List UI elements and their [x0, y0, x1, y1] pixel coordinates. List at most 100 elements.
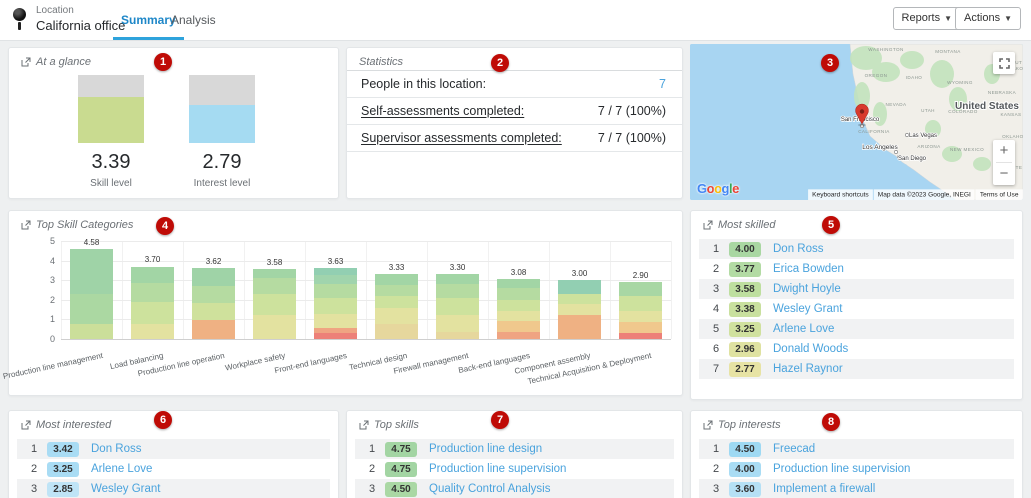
bar-segment [497, 288, 540, 300]
y-axis-tick: 1 [49, 314, 55, 325]
score-badge: 3.25 [729, 321, 761, 337]
reports-button[interactable]: Reports ▼ [892, 7, 961, 30]
item-link[interactable]: Wesley Grant [91, 483, 161, 495]
annotation-badge-7: 7 [491, 411, 509, 429]
zoom-in-button[interactable]: + [999, 142, 1009, 159]
open-panel-icon[interactable] [21, 220, 31, 230]
city-label: Los Angeles [862, 144, 898, 151]
skill-level-value: 3.39 [91, 151, 131, 173]
score-badge: 3.42 [47, 441, 79, 457]
state-label: COLORADO [948, 109, 978, 114]
stat-label-link[interactable]: Self-assessments completed: [361, 104, 525, 118]
stat-label-link[interactable]: Supervisor assessments completed: [361, 131, 562, 145]
item-link[interactable]: Freecad [773, 443, 816, 455]
bar-segment [131, 283, 174, 302]
tab-analysis[interactable]: Analysis [171, 13, 216, 27]
statistics-title: Statistics [359, 56, 403, 68]
score-badge: 3.25 [47, 461, 79, 477]
bar-value-label: 3.08 [510, 267, 527, 277]
bar-segment [314, 297, 357, 314]
gridline [244, 241, 245, 339]
list-item: 3 4.50 Quality Control Analysis [355, 479, 674, 498]
item-link[interactable]: Donald Woods [773, 343, 849, 355]
rank-number: 2 [712, 463, 720, 475]
state-label: NEBRASKA [988, 90, 1017, 95]
top-interests-panel: Top interests 1 4.50 Freecad 2 4.00 Productio… [690, 410, 1023, 498]
map-marker-pin[interactable] [855, 103, 869, 127]
item-link[interactable]: Production line supervision [429, 463, 567, 475]
state-label: KANSAS [1000, 112, 1021, 117]
open-panel-icon[interactable] [359, 420, 369, 430]
bar-segment [558, 314, 601, 339]
item-link[interactable]: Dwight Hoyle [773, 283, 841, 295]
item-link[interactable]: Quality Control Analysis [429, 483, 551, 495]
list-item: 3 3.58 Dwight Hoyle [699, 279, 1014, 299]
gridline [61, 241, 671, 242]
actions-button[interactable]: Actions ▼ [955, 7, 1021, 30]
item-link[interactable]: Erica Bowden [773, 263, 844, 275]
bar-segment [497, 321, 540, 333]
item-link[interactable]: Implement a firewall [773, 483, 876, 495]
bar-5 [314, 267, 357, 339]
bar-value-label: 3.00 [571, 269, 588, 279]
bar-segment [375, 307, 418, 325]
skill-level-fill [78, 97, 144, 143]
city-dot [897, 155, 901, 159]
score-badge: 4.50 [385, 481, 417, 497]
chevron-down-icon: ▼ [944, 14, 952, 23]
bar-value-label: 3.62 [205, 257, 222, 267]
zoom-out-button[interactable]: − [999, 165, 1009, 182]
header-bar: Location California office Summary Analy… [0, 0, 1031, 41]
x-axis-label: Production line management [1, 351, 104, 381]
stat-row-people: People in this location: 7 [347, 71, 682, 98]
top-skill-categories-panel: Top Skill Categories 5 4 3 2 1 0 4.58 3.70 3.62 3… [2, 210, 683, 396]
open-panel-icon[interactable] [703, 220, 713, 230]
state-label: NEW MEXICO [950, 147, 984, 152]
item-link[interactable]: Don Ross [91, 443, 142, 455]
bar-8 [497, 278, 540, 339]
panel-title-text: Top interests [718, 419, 781, 431]
google-logo[interactable]: Google [697, 181, 739, 196]
location-map[interactable]: WASHINGTON MONTANA OREGON IDAHO WYOMING SOUT D… [690, 44, 1023, 200]
stat-row-supervisor-assessments: Supervisor assessments completed: 7 / 7 … [347, 125, 682, 152]
list-item: 1 4.75 Production line design [355, 439, 674, 459]
most-skilled-panel: Most skilled 1 4.00 Don Ross 2 3.77 Erica Bow… [690, 210, 1023, 400]
list-item: 1 4.00 Don Ross [699, 239, 1014, 259]
open-panel-icon[interactable] [21, 57, 31, 67]
panel-title-text: Top Skill Categories [36, 219, 134, 231]
tab-summary[interactable]: Summary [113, 0, 184, 40]
list-item: 1 4.50 Freecad [699, 439, 1014, 459]
item-link[interactable]: Arlene Love [773, 323, 835, 335]
score-badge: 4.75 [385, 441, 417, 457]
open-panel-icon[interactable] [703, 420, 713, 430]
item-link[interactable]: Production line supervision [773, 463, 911, 475]
list-item: 2 4.75 Production line supervision [355, 459, 674, 479]
bar-3 [192, 268, 235, 339]
item-link[interactable]: Wesley Grant [773, 303, 843, 315]
open-panel-icon[interactable] [21, 420, 31, 430]
bar-segment [192, 285, 235, 303]
bar-segment [375, 295, 418, 308]
bar-segment [558, 280, 601, 294]
bar-segment [497, 299, 540, 311]
list-item: 2 4.00 Production line supervision [699, 459, 1014, 479]
stat-value-link[interactable]: 7 [659, 77, 666, 91]
bar-2 [131, 266, 174, 339]
score-badge: 3.60 [729, 481, 761, 497]
keyboard-shortcuts-link[interactable]: Keyboard shortcuts [808, 189, 874, 200]
list-item: 2 3.77 Erica Bowden [699, 259, 1014, 279]
item-link[interactable]: Arlene Love [91, 463, 153, 475]
item-link[interactable]: Don Ross [773, 243, 824, 255]
bar-segment [619, 295, 662, 311]
bar-segment [375, 324, 418, 339]
list-item: 6 2.96 Donald Woods [699, 339, 1014, 359]
item-link[interactable]: Hazel Raynor [773, 363, 843, 375]
item-link[interactable]: Production line design [429, 443, 543, 455]
interest-level-value: 2.79 [202, 151, 242, 173]
map-fullscreen-button[interactable] [993, 52, 1015, 74]
state-label: WASHINGTON [868, 47, 903, 52]
bar-segment [619, 282, 662, 296]
stat-row-self-assessments: Self-assessments completed: 7 / 7 (100%) [347, 98, 682, 125]
terms-of-use-link[interactable]: Terms of Use [976, 189, 1023, 200]
